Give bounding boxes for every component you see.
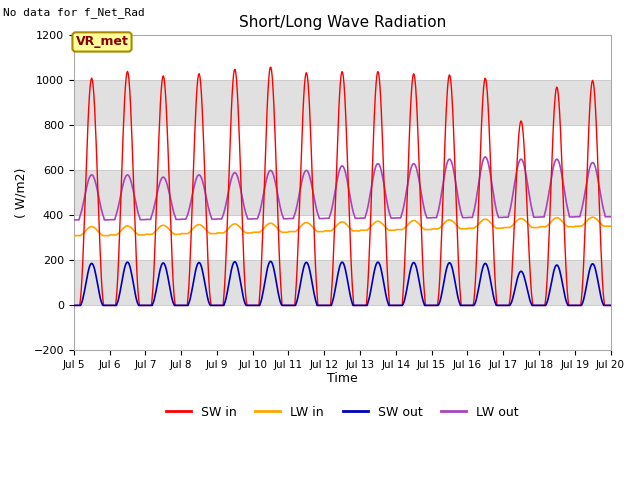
Title: Short/Long Wave Radiation: Short/Long Wave Radiation [239,15,446,30]
Legend: SW in, LW in, SW out, LW out: SW in, LW in, SW out, LW out [161,401,524,424]
Bar [74,80,611,125]
Text: VR_met: VR_met [76,36,129,48]
Bar [74,36,611,80]
X-axis label: Time: Time [327,372,358,384]
Y-axis label: ( W/m2): ( W/m2) [15,168,28,218]
Text: No data for f_Net_Rad: No data for f_Net_Rad [3,7,145,18]
Bar [74,260,611,305]
Bar [74,170,611,216]
Bar [74,216,611,260]
Bar [74,125,611,170]
Bar [74,305,611,350]
